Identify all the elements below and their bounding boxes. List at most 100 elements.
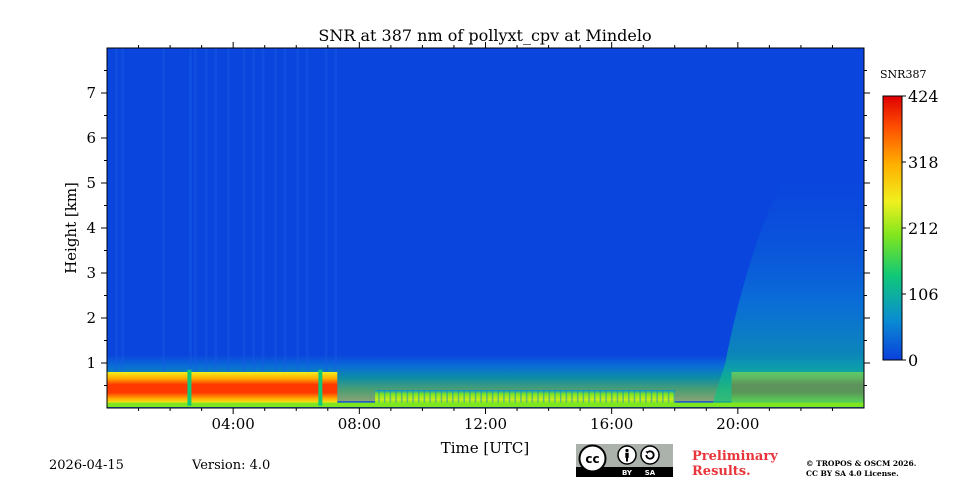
noise-streak [226, 48, 230, 408]
colorbar-tick-label: 106 [908, 285, 939, 304]
day-noise-column [531, 390, 534, 403]
day-noise-column [537, 390, 539, 403]
day-noise-column [599, 390, 602, 403]
noise-streak [261, 48, 265, 408]
noise-streak [305, 48, 309, 408]
colorbar-tick-label: 424 [908, 87, 939, 106]
colorbar-tick-label: 212 [908, 219, 939, 238]
day-noise-column [486, 390, 488, 403]
noise-streak [114, 48, 118, 408]
day-noise-column [645, 390, 647, 403]
layer-day [375, 390, 675, 404]
day-noise-column [463, 390, 465, 403]
day-noise-column [400, 390, 403, 403]
noise-streak [162, 48, 166, 408]
day-noise-column [520, 390, 522, 403]
copyright-line2: CC BY SA 4.0 License. [806, 469, 899, 478]
x-tick-label: 08:00 [338, 415, 381, 433]
noise-streak [214, 48, 218, 408]
x-tick-label: 04:00 [212, 415, 255, 433]
x-tick-label: 12:00 [464, 415, 507, 433]
day-noise-column [378, 390, 380, 403]
y-axis: 1 2 3 4 5 6 7 [86, 70, 870, 386]
day-noise-column [406, 390, 409, 403]
y-tick-label: 6 [86, 129, 96, 147]
y-tick-label: 7 [86, 84, 96, 102]
day-noise-column [559, 390, 562, 403]
day-noise-column [435, 390, 437, 403]
day-noise-column [605, 390, 607, 403]
footer-date: 2026-04-15 [49, 458, 124, 473]
day-noise-column [582, 390, 585, 403]
noise-streak [334, 48, 338, 408]
y-axis-label: Height [km] [62, 182, 80, 274]
day-noise-column [503, 390, 505, 403]
svg-text:BY: BY [622, 469, 633, 477]
preliminary-line2: Results. [692, 464, 751, 479]
day-noise-column [491, 390, 494, 403]
day-noise-column [571, 390, 573, 403]
day-noise-column [548, 390, 551, 403]
copyright-line1: © TROPOS & OSCM 2026. [806, 459, 917, 468]
day-noise-column [667, 390, 670, 403]
layer-night [107, 372, 338, 404]
day-noise-column [395, 390, 397, 403]
day-noise-column [457, 390, 460, 403]
y-tick-label: 5 [86, 174, 96, 192]
snr-heatmap [107, 48, 864, 408]
day-noise-column [480, 390, 482, 403]
data-gap [318, 369, 323, 406]
preliminary-note: Preliminary Results. [692, 449, 778, 479]
x-tick-label: 20:00 [716, 415, 759, 433]
day-noise-column [662, 390, 664, 403]
svg-text:cc: cc [585, 452, 599, 466]
day-noise-column [576, 390, 579, 403]
day-noise-column [514, 390, 517, 403]
day-noise-column [628, 390, 630, 403]
preliminary-line1: Preliminary [692, 449, 778, 464]
day-noise-column [633, 390, 636, 403]
day-noise-column [389, 390, 392, 403]
y-tick-label: 3 [86, 264, 96, 282]
day-noise-column [565, 390, 568, 403]
day-noise-column [611, 390, 613, 403]
day-noise-column [474, 390, 477, 403]
svg-text:SA: SA [645, 469, 656, 477]
x-tick-label: 16:00 [590, 415, 633, 433]
noise-streak [296, 48, 300, 408]
day-noise-column [542, 390, 545, 403]
day-noise-column [525, 390, 528, 403]
footer-version: Version: 4.0 [192, 458, 271, 473]
day-noise-column [622, 390, 624, 403]
cc-icon [578, 444, 607, 473]
day-noise-column [554, 390, 556, 403]
day-noise-column [446, 390, 448, 403]
day-noise-column [673, 390, 675, 403]
cc-license-badge: cc BY SA [576, 444, 673, 477]
colorbar-tick-label: 0 [908, 351, 918, 370]
noise-streak [283, 48, 287, 408]
day-noise-column [656, 390, 658, 403]
y-tick-label: 1 [86, 354, 96, 372]
ground-strip [107, 402, 864, 408]
day-noise-column [412, 390, 414, 403]
day-noise-column [650, 390, 653, 403]
noise-streak [204, 48, 208, 408]
x-axis: 04:00 08:00 12:00 16:00 20:00 [138, 42, 833, 433]
day-noise-column [418, 390, 420, 403]
day-noise-column [423, 390, 426, 403]
day-noise-column [594, 390, 596, 403]
colorbar-tick-label: 318 [908, 153, 939, 172]
data-gap [187, 369, 192, 406]
day-noise-column [497, 390, 499, 403]
chart-title: SNR at 387 nm of pollyxt_cpv at Mindelo [318, 26, 651, 45]
noise-streak [189, 48, 193, 408]
day-noise-column [639, 390, 641, 403]
copyright-note: © TROPOS & OSCM 2026. CC BY SA 4.0 Licen… [806, 459, 916, 479]
y-tick-label: 2 [86, 309, 96, 327]
share-alike-icon [640, 445, 660, 465]
day-noise-column [383, 390, 386, 403]
noise-streak [324, 48, 328, 408]
day-noise-column [588, 390, 590, 403]
